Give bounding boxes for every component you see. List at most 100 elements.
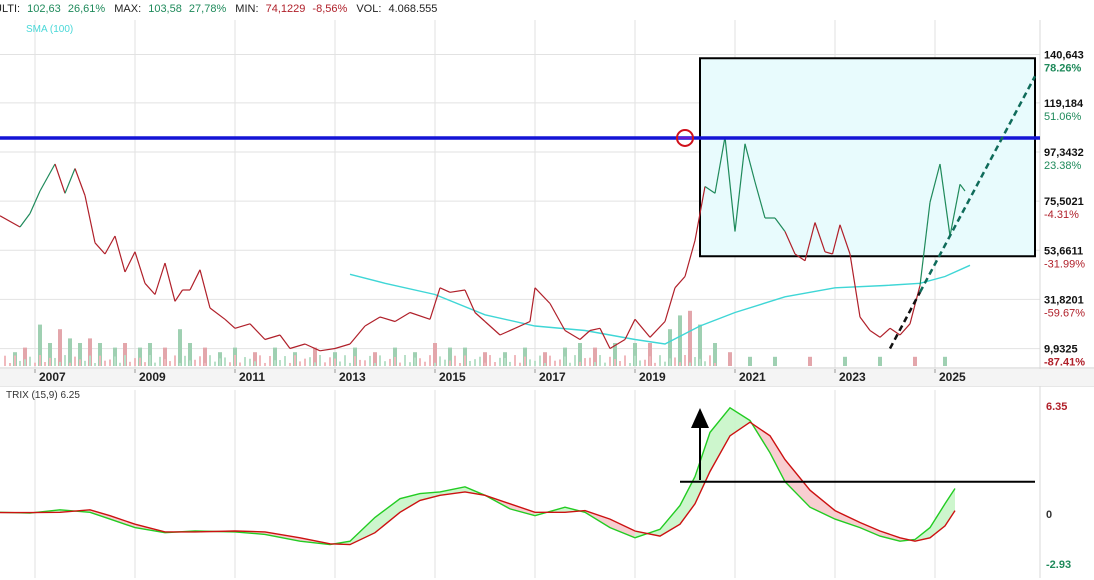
volume-bar	[104, 360, 106, 366]
volume-bar	[414, 357, 416, 366]
annotation-layer	[0, 75, 1040, 350]
price-segment	[859, 316, 871, 331]
volume-bar	[599, 355, 601, 366]
trix-fill-segment	[710, 407, 730, 472]
price-segment	[464, 289, 476, 313]
volume-bar	[344, 355, 346, 366]
sma-line	[349, 264, 971, 345]
volume-bar	[393, 347, 397, 366]
trix-fill-segment	[440, 486, 465, 496]
volume-bar	[99, 355, 101, 366]
volume-bar	[543, 352, 547, 366]
trix-fill-segment	[785, 459, 810, 508]
volume-bar	[314, 362, 316, 366]
x-axis-band	[0, 369, 1094, 386]
volume-bar	[483, 352, 487, 366]
trix-y-tick-label: 6.35	[1046, 401, 1067, 413]
volume-bar	[808, 356, 812, 366]
volume-bar	[373, 352, 377, 366]
volume-bar	[69, 362, 71, 366]
volume-bar	[234, 355, 236, 366]
price-segment	[831, 224, 841, 255]
volume-bar	[274, 360, 276, 366]
y-tick-pct: 23.38%	[1044, 160, 1082, 172]
trix-fill-segment	[810, 490, 835, 520]
volume-bar	[514, 355, 516, 366]
resistance-circle	[676, 128, 694, 147]
ulti-pct: 26,61%	[68, 3, 106, 15]
trix-fill-segment	[695, 432, 710, 504]
price-segment	[449, 289, 466, 293]
price-segment	[144, 282, 156, 295]
volume-bar	[524, 356, 526, 366]
volume-bar	[349, 362, 351, 366]
volume-bar	[579, 361, 581, 366]
price-segment	[694, 186, 706, 241]
volume-bar	[494, 362, 496, 366]
price-segment	[634, 318, 651, 338]
volume-bar	[49, 357, 51, 366]
price-segment	[334, 343, 351, 350]
trix-fill-segment	[375, 498, 400, 533]
price-segment	[289, 343, 306, 350]
trendline-dashed-black	[888, 291, 922, 350]
price-segment	[394, 311, 411, 323]
volume-bar	[499, 357, 501, 366]
x-tick-label: 2019	[639, 370, 666, 384]
volume-bar	[773, 356, 777, 366]
x-tick-label: 2015	[439, 370, 466, 384]
volume-bar	[424, 361, 426, 366]
x-axis-layer: 2007 2009 2011 2013 2015 2017 2019 2021 2023 2025	[0, 369, 1094, 386]
volume-bar	[294, 355, 296, 366]
volume-bar	[589, 357, 591, 366]
price-segment	[599, 328, 611, 349]
x-tick-label: 2009	[139, 370, 166, 384]
volume-bar	[39, 355, 41, 366]
x-tick-label: 2017	[539, 370, 566, 384]
volume-bar	[489, 355, 491, 366]
trix-fill-segment	[400, 493, 420, 513]
price-segment	[499, 327, 516, 336]
volume-bar	[644, 359, 646, 366]
volume-bar	[574, 355, 576, 366]
volume-bar	[44, 362, 46, 366]
annotation-box-layer	[699, 57, 1036, 258]
max-pct: 27,78%	[189, 3, 227, 15]
volume-bar	[164, 359, 166, 366]
y-tick-pct: -31.99%	[1044, 258, 1085, 270]
volume-bar	[439, 356, 441, 366]
volume-bar	[203, 347, 207, 366]
volume-bar	[614, 359, 616, 366]
volume-bar	[449, 360, 451, 366]
volume-bar	[679, 362, 681, 366]
volume-bar	[713, 343, 717, 366]
volume-bar	[4, 355, 6, 366]
trix-arrow-head	[691, 408, 709, 428]
volume-bar	[479, 356, 481, 366]
trix-annotation-layer	[680, 408, 1035, 483]
x-tick-label: 2007	[39, 370, 66, 384]
volume-bar	[748, 356, 752, 366]
price-segment	[189, 269, 201, 291]
volume-bar	[169, 361, 171, 366]
volume-bar	[163, 347, 167, 366]
trix-fill-segment	[730, 407, 750, 436]
price-segment	[664, 287, 676, 322]
volume-bar	[58, 329, 62, 366]
price-segment	[54, 163, 66, 194]
volume-bar	[704, 361, 706, 366]
price-segment	[94, 242, 106, 255]
volume-bar	[714, 362, 716, 366]
price-segment	[29, 190, 41, 214]
volume-bar	[399, 362, 401, 366]
price-segment	[484, 321, 501, 336]
price-segment	[474, 312, 486, 322]
price-segment	[409, 311, 431, 320]
price-segment	[564, 329, 581, 341]
price-segment	[134, 251, 146, 284]
ulti-label: ULTI:	[0, 3, 20, 15]
volume-bar	[584, 358, 586, 366]
volume-layer	[4, 310, 947, 366]
volume-bar	[659, 355, 661, 366]
